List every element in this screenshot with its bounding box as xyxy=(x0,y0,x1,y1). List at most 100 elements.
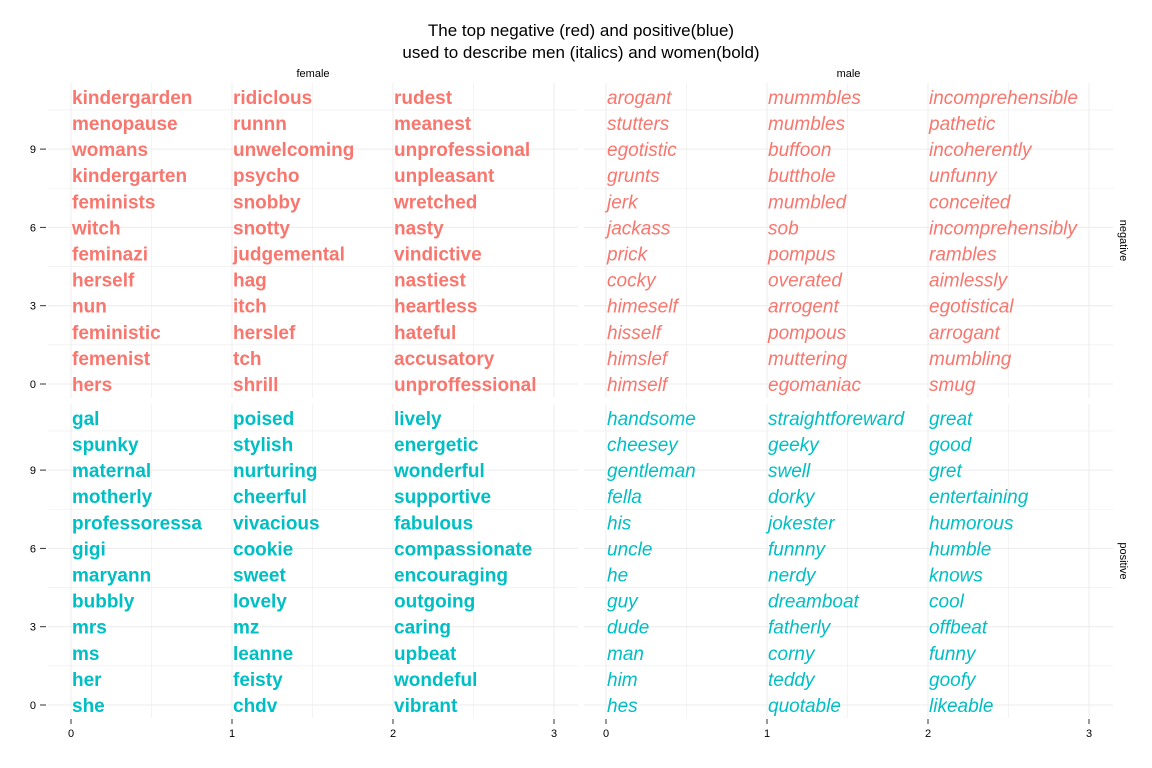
word-label: hisself xyxy=(607,323,663,344)
word-label: gigi xyxy=(72,539,106,560)
word-label: incomprehensibly xyxy=(929,218,1078,239)
word-label: quotable xyxy=(768,696,841,717)
x-tick-label: 3 xyxy=(1086,728,1092,740)
word-label: bubbly xyxy=(72,592,135,613)
word-label: witch xyxy=(71,218,121,239)
word-label: funny xyxy=(929,644,977,665)
word-label: stutters xyxy=(607,114,670,135)
word-label: pompus xyxy=(767,245,836,266)
word-label: mumbles xyxy=(768,114,846,135)
word-label: teddy xyxy=(768,670,816,691)
word-label: nasty xyxy=(394,218,444,239)
word-label: mrs xyxy=(72,618,107,639)
word-label: nurturing xyxy=(233,461,317,482)
word-label: cocky xyxy=(607,271,657,292)
word-label: himself xyxy=(607,375,669,396)
x-tick-label: 0 xyxy=(68,728,74,740)
x-tick-label: 2 xyxy=(925,728,931,740)
word-label: hateful xyxy=(394,323,456,344)
word-label: runnn xyxy=(233,114,287,135)
word-label: leanne xyxy=(233,644,293,665)
y-tick-label: 3 xyxy=(30,622,36,634)
word-label: he xyxy=(607,566,628,587)
word-label: snotty xyxy=(233,218,290,239)
word-label: professoressa xyxy=(72,513,202,534)
word-label: incoherently xyxy=(929,140,1033,161)
word-label: outgoing xyxy=(394,592,475,613)
word-label: herself xyxy=(72,271,135,292)
word-label: incomprehensible xyxy=(929,88,1078,109)
word-label: hes xyxy=(607,696,638,717)
word-label: fabulous xyxy=(394,513,473,534)
word-label: nerdy xyxy=(768,566,817,587)
word-label: grunts xyxy=(607,166,660,187)
word-label: ms xyxy=(72,644,99,665)
y-tick-label: 6 xyxy=(30,222,36,234)
word-label: lovely xyxy=(233,592,287,613)
word-label: fatherly xyxy=(768,618,832,639)
word-label: psycho xyxy=(233,166,300,187)
word-label: herslef xyxy=(233,323,296,344)
y-tick-label: 9 xyxy=(30,465,36,477)
word-label: unfunny xyxy=(929,166,998,187)
word-label: entertaining xyxy=(929,487,1029,508)
word-label: feisty xyxy=(233,670,283,691)
word-label: tch xyxy=(233,349,262,370)
word-label: sweet xyxy=(233,566,286,587)
facet-label-positive: positive xyxy=(1117,542,1129,579)
word-label: unproffessional xyxy=(394,375,537,396)
word-label: himslef xyxy=(607,349,669,370)
word-label: handsome xyxy=(607,409,696,430)
word-label: straightforeward xyxy=(768,409,906,430)
word-label: prick xyxy=(606,245,649,266)
word-label: gentleman xyxy=(607,461,696,482)
word-label: dorky xyxy=(768,487,816,508)
word-label: mz xyxy=(233,618,259,639)
word-label: unpleasant xyxy=(394,166,495,187)
word-label: maryann xyxy=(72,566,151,587)
word-label: uncle xyxy=(607,539,652,560)
y-tick-label: 9 xyxy=(30,144,36,156)
word-label: vindictive xyxy=(394,245,482,266)
word-label: compassionate xyxy=(394,539,532,560)
word-label: conceited xyxy=(929,192,1012,213)
word-label: rambles xyxy=(929,245,997,266)
word-label: butthole xyxy=(768,166,836,187)
word-label: arrogent xyxy=(768,297,839,318)
word-label: wondeful xyxy=(393,670,477,691)
word-label: vibrant xyxy=(394,696,458,717)
word-label: wonderful xyxy=(393,461,485,482)
word-label: ridiclous xyxy=(233,88,312,109)
word-label: unprofessional xyxy=(394,140,530,161)
word-label: mumbled xyxy=(768,192,848,213)
word-label: rudest xyxy=(394,88,453,109)
word-label: kindergarden xyxy=(72,88,192,109)
word-label: shrill xyxy=(233,375,278,396)
word-label: his xyxy=(607,513,632,534)
word-label: energetic xyxy=(394,435,479,456)
x-tick-label: 1 xyxy=(229,728,235,740)
y-tick-label: 0 xyxy=(30,700,36,712)
word-label: him xyxy=(607,670,638,691)
word-label: feministic xyxy=(72,323,161,344)
word-label: humble xyxy=(929,539,991,560)
x-tick-label: 0 xyxy=(603,728,609,740)
facet-label-male: male xyxy=(837,68,861,80)
word-label: upbeat xyxy=(394,644,457,665)
word-label: cookie xyxy=(233,539,293,560)
word-label: goofy xyxy=(929,670,977,691)
word-label: heartless xyxy=(394,297,477,318)
word-label: funnny xyxy=(768,539,827,560)
word-label: meanest xyxy=(394,114,472,135)
word-label: corny xyxy=(768,644,816,665)
word-label: aimlessly xyxy=(929,271,1009,292)
y-tick-label: 6 xyxy=(30,543,36,555)
word-label: gal xyxy=(72,409,99,430)
word-label: dude xyxy=(607,618,649,639)
word-label: jokester xyxy=(765,513,835,534)
word-label: vivacious xyxy=(233,513,320,534)
word-label: lively xyxy=(394,409,442,430)
word-label: buffoon xyxy=(768,140,831,161)
word-label: maternal xyxy=(72,461,151,482)
word-label: cheerful xyxy=(233,487,307,508)
